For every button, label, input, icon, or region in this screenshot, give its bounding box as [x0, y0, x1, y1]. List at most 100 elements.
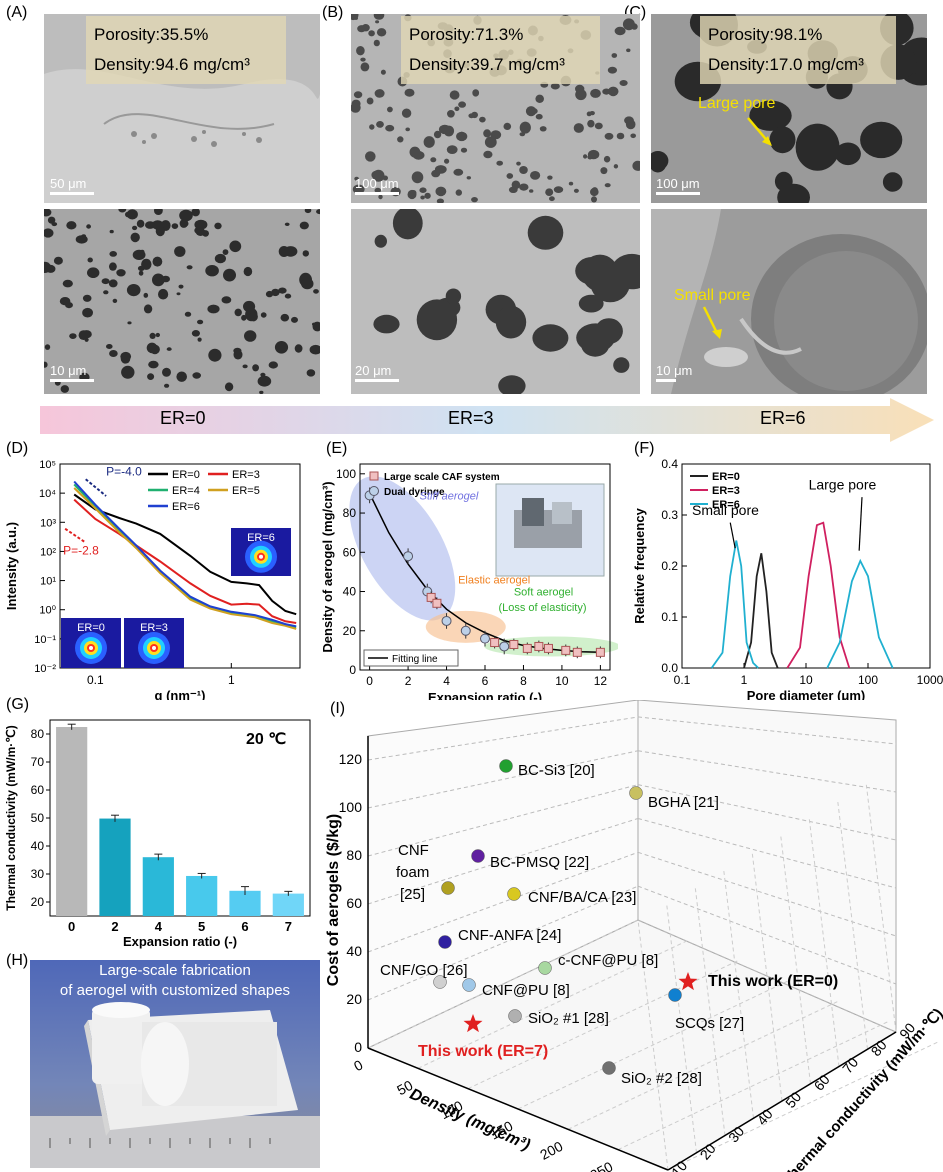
- pore: [302, 250, 309, 257]
- pore: [138, 270, 144, 276]
- gridline: [637, 817, 897, 889]
- sem-image-a-top: [44, 14, 320, 203]
- y-tick-label: 80: [346, 847, 362, 863]
- legend-label: ER=0: [712, 471, 740, 483]
- pore: [385, 124, 395, 132]
- overlay-b: Porosity:71.3% Density:39.7 mg/cm³: [401, 16, 600, 84]
- annotation-p28: P=-2.8: [63, 543, 99, 557]
- gridline: [637, 716, 897, 745]
- gridline: [467, 960, 739, 1090]
- y-tick-label: 10⁵: [39, 459, 56, 471]
- pore: [632, 160, 640, 171]
- x-tick-label: 250: [587, 1158, 615, 1172]
- pore: [294, 344, 303, 353]
- point-label: This work (ER=7): [418, 1043, 548, 1060]
- x-axis: [367, 1047, 669, 1171]
- legend-label: Dual dyringe: [384, 487, 445, 498]
- point-label: [25]: [400, 886, 425, 903]
- pore: [181, 220, 189, 227]
- x-axis-label: Expansion ratio (-): [428, 690, 542, 700]
- legend-label: ER=0: [172, 469, 200, 481]
- legend-label: ER=3: [232, 469, 260, 481]
- pore: [498, 375, 526, 394]
- pore: [532, 324, 569, 352]
- large-pore-pointer: [858, 497, 863, 551]
- pore: [749, 100, 792, 131]
- pore: [424, 138, 433, 148]
- pore: [312, 322, 316, 326]
- pore: [360, 62, 370, 72]
- pore: [496, 160, 503, 166]
- y-tick-label: 10²: [40, 546, 56, 558]
- pore: [241, 314, 247, 321]
- pore: [483, 129, 491, 138]
- pore: [229, 240, 242, 253]
- pore: [313, 289, 319, 294]
- soft-annotation: Soft aerogel: [514, 586, 573, 598]
- pore: [106, 344, 113, 349]
- caf-point: [561, 645, 571, 655]
- pore: [436, 198, 444, 203]
- x-tick-label: 10: [555, 674, 569, 688]
- pore: [214, 222, 222, 230]
- scale-bar-c-top: 100 μm: [656, 176, 700, 195]
- pore: [109, 350, 118, 357]
- x-tick-label: 50: [394, 1077, 415, 1099]
- point-label: CNF-ANFA [24]: [458, 927, 561, 944]
- pore: [575, 89, 587, 101]
- point-label: CNF@PU [8]: [482, 982, 570, 999]
- series-line-ER=5: [73, 487, 297, 630]
- pore: [103, 290, 109, 295]
- photo-h-caption-2: of aerogel with customized shapes: [59, 982, 291, 999]
- soft-annotation-sub: (Loss of elasticity): [498, 602, 586, 614]
- pore: [171, 223, 179, 229]
- pore: [109, 262, 117, 271]
- point-9: [508, 1009, 522, 1023]
- pore: [622, 18, 635, 31]
- x-tick-label: 6: [241, 919, 248, 934]
- large-pore-label: Large pore: [698, 95, 776, 112]
- x-tick-label: 2: [405, 674, 412, 688]
- y-tick-label: 60: [31, 783, 45, 797]
- pore: [529, 189, 534, 193]
- pore: [573, 123, 584, 133]
- pore: [519, 121, 531, 134]
- pore: [619, 80, 628, 86]
- pore: [121, 365, 135, 379]
- inset-center: [152, 646, 156, 650]
- y-tick-label: 100: [339, 799, 363, 815]
- y-tick-label: 10⁻²: [34, 663, 56, 675]
- pore: [87, 267, 100, 278]
- point-label: BC-PMSQ [22]: [490, 854, 589, 871]
- pore: [444, 158, 450, 164]
- pore: [141, 258, 152, 270]
- x-tick-label: 2: [111, 919, 118, 934]
- pore: [604, 132, 614, 140]
- plot-frame: [49, 719, 311, 917]
- legend-label: ER=5: [232, 485, 260, 497]
- density-a: Density:94.6 mg/cm³: [94, 55, 250, 74]
- scale-bar-a-top: 50 μm: [50, 176, 94, 195]
- er-gradient-arrow: [40, 398, 934, 442]
- pore: [578, 294, 604, 313]
- pore: [587, 119, 595, 128]
- gridline: [367, 716, 639, 761]
- photo-h-caption-1: Large-scale fabrication: [99, 962, 251, 979]
- pore: [146, 342, 158, 354]
- pore: [191, 209, 200, 217]
- pore: [471, 197, 478, 203]
- small-pore-annotation: Small pore: [692, 502, 759, 518]
- pore: [594, 122, 603, 130]
- y-tick-label: 60: [343, 545, 357, 559]
- pore: [519, 132, 526, 137]
- bar-2: [99, 818, 131, 916]
- y-tick-label: 100: [336, 467, 356, 481]
- pore: [373, 39, 380, 47]
- x-tick-label: 1: [741, 673, 748, 687]
- pore: [149, 332, 156, 339]
- point-6: [538, 961, 552, 975]
- pore: [882, 172, 903, 192]
- caf-point: [543, 643, 553, 653]
- pore: [586, 111, 592, 117]
- y-tick-label: 60: [346, 895, 362, 911]
